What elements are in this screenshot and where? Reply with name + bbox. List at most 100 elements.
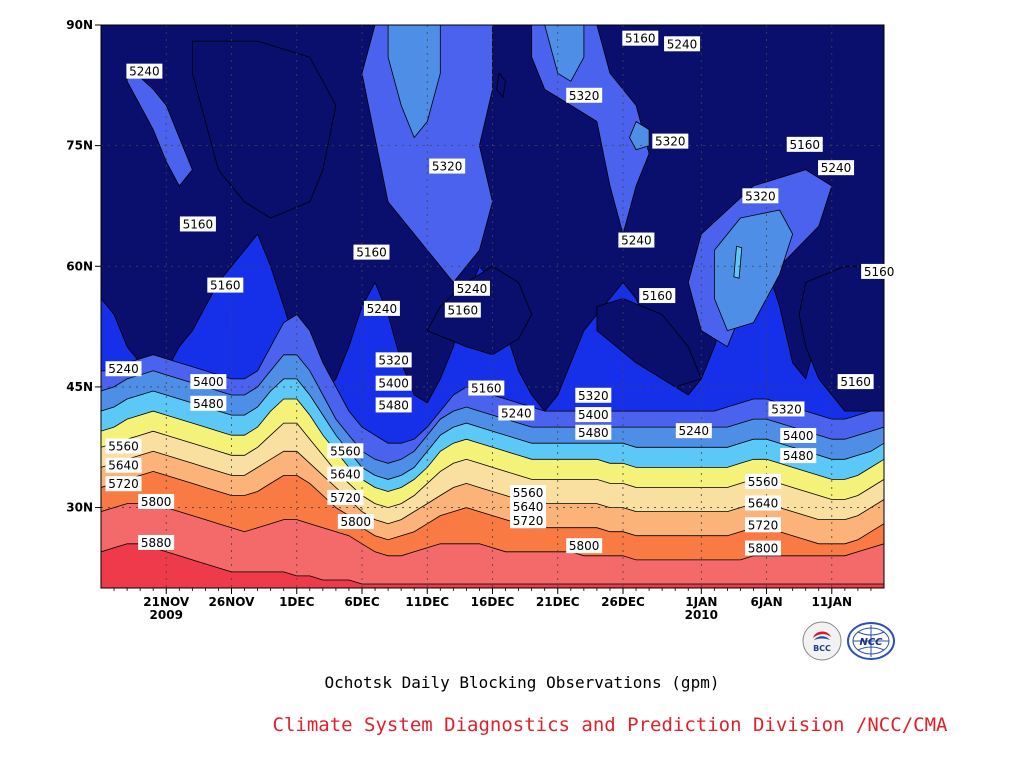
contour-label-box [786, 136, 823, 152]
contour-label-group: 5320 [768, 401, 805, 417]
contour-label: 5800 [569, 539, 600, 553]
contour-label-group: 5320 [652, 133, 689, 149]
contour-label: 5480 [193, 397, 224, 411]
contour-label: 5160 [789, 138, 820, 152]
contour-label-box [375, 397, 412, 413]
contour-label-group: 5160 [786, 136, 823, 152]
contour-label-box [105, 457, 142, 473]
contour-label-group: 5320 [375, 352, 412, 368]
contour-label-group: 5160 [861, 263, 898, 279]
contour-label: 5400 [783, 429, 814, 443]
chart-title: Ochotsk Daily Blocking Observations (gpm… [324, 673, 720, 692]
contour-label-box [375, 375, 412, 391]
bcc-logo-text: BCC [813, 644, 831, 653]
contour-label-group: 5800 [138, 493, 175, 509]
contour-label-group: 5640 [510, 498, 547, 514]
contour-label-group: 5240 [618, 232, 655, 248]
contour-label-box [575, 387, 612, 403]
contour-label-box [207, 277, 244, 293]
contour-label-group: 5480 [575, 424, 612, 440]
contour-label-group: 5240 [664, 36, 701, 52]
contour-label: 5160 [840, 375, 871, 389]
contour-label-group: 5240 [498, 405, 535, 421]
contour-label-box [768, 401, 805, 417]
contour-label-group: 5560 [105, 438, 142, 454]
contour-label: 5160 [183, 217, 214, 231]
contour-label-box [353, 244, 390, 260]
contour-label-box [664, 36, 701, 52]
contour-label-group: 5720 [510, 513, 547, 529]
band-above-5880 [101, 543, 884, 588]
contour-label-group: 5160 [837, 374, 874, 390]
contour-label: 5240 [667, 37, 698, 51]
contour-label: 5640 [513, 500, 544, 514]
contour-label-box [190, 374, 227, 390]
contour-label-box [622, 30, 659, 46]
contour-label-group: 5640 [744, 495, 781, 511]
contour-label-group: 5160 [639, 288, 676, 304]
contour-label-group: 5560 [327, 443, 364, 459]
contour-label-box [468, 380, 505, 396]
contour-label: 5640 [108, 459, 139, 473]
contour-label: 5240 [367, 302, 398, 316]
ncc-logo-text: NCC [859, 637, 883, 648]
contour-label: 5320 [771, 402, 802, 416]
x-tick-label: 11JAN [812, 595, 853, 609]
contour-label-group: 5720 [744, 517, 781, 533]
contour-label-group: 5160 [179, 216, 216, 232]
contour-label-box [498, 405, 535, 421]
contour-label-group: 5400 [375, 375, 412, 391]
contour-label-box [138, 493, 175, 509]
contour-label-group: 5240 [453, 280, 490, 296]
contour-label-box [327, 489, 364, 505]
y-tick-label: 30N [66, 501, 93, 515]
y-tick-label: 75N [66, 139, 93, 153]
contour-feature [191, 40, 337, 219]
contour-label-group: 5800 [337, 514, 374, 530]
contour-label: 5800 [141, 495, 172, 509]
contour-label: 5320 [378, 353, 409, 367]
contour-label-box [744, 495, 781, 511]
x-tick-label: 6DEC [344, 595, 380, 609]
contour-label: 5320 [569, 89, 600, 103]
contour-label: 5160 [864, 265, 895, 279]
contour-label-box [837, 374, 874, 390]
contour-label-group: 5800 [566, 538, 603, 554]
contour-label: 5320 [578, 389, 609, 403]
contour-label-box [818, 160, 855, 176]
contour-label: 5320 [432, 160, 463, 174]
contour-label-group: 5240 [675, 423, 712, 439]
contour-label-group: 5640 [105, 457, 142, 473]
contour-labels: 5240516051605240540054805560564057205800… [105, 30, 898, 556]
contour-label: 5480 [783, 449, 814, 463]
contour-label: 5160 [625, 32, 656, 46]
contour-label-group: 5880 [138, 534, 175, 550]
contour-label-box [429, 158, 466, 174]
contour-label-box [337, 514, 374, 530]
contour-label-box [575, 407, 612, 423]
band-above-5800 [101, 503, 884, 588]
contour-label-group: 5240 [363, 300, 400, 316]
contour-label-box [179, 216, 216, 232]
x-tick-year-label: 2010 [685, 608, 718, 622]
contour-label: 5800 [748, 542, 779, 556]
contour-label: 5240 [621, 234, 652, 248]
contour-feature [733, 245, 743, 279]
contour-label-box [126, 63, 163, 79]
contour-label-group: 5320 [566, 87, 603, 103]
contour-feature [126, 64, 193, 187]
contour-label: 5560 [748, 475, 779, 489]
contour-label-box [639, 288, 676, 304]
contour-label: 5400 [578, 408, 609, 422]
contour-label: 5400 [378, 377, 409, 391]
contour-label-box [105, 438, 142, 454]
contour-label: 5240 [129, 65, 160, 79]
contour-label-group: 5400 [190, 374, 227, 390]
contour-label-group: 5240 [818, 160, 855, 176]
contour-label: 5320 [655, 135, 686, 149]
contour-label-group: 5800 [744, 540, 781, 556]
contour-label: 5560 [330, 444, 361, 458]
contour-label-box [190, 395, 227, 411]
x-tick-label: 21NOV [143, 595, 190, 609]
